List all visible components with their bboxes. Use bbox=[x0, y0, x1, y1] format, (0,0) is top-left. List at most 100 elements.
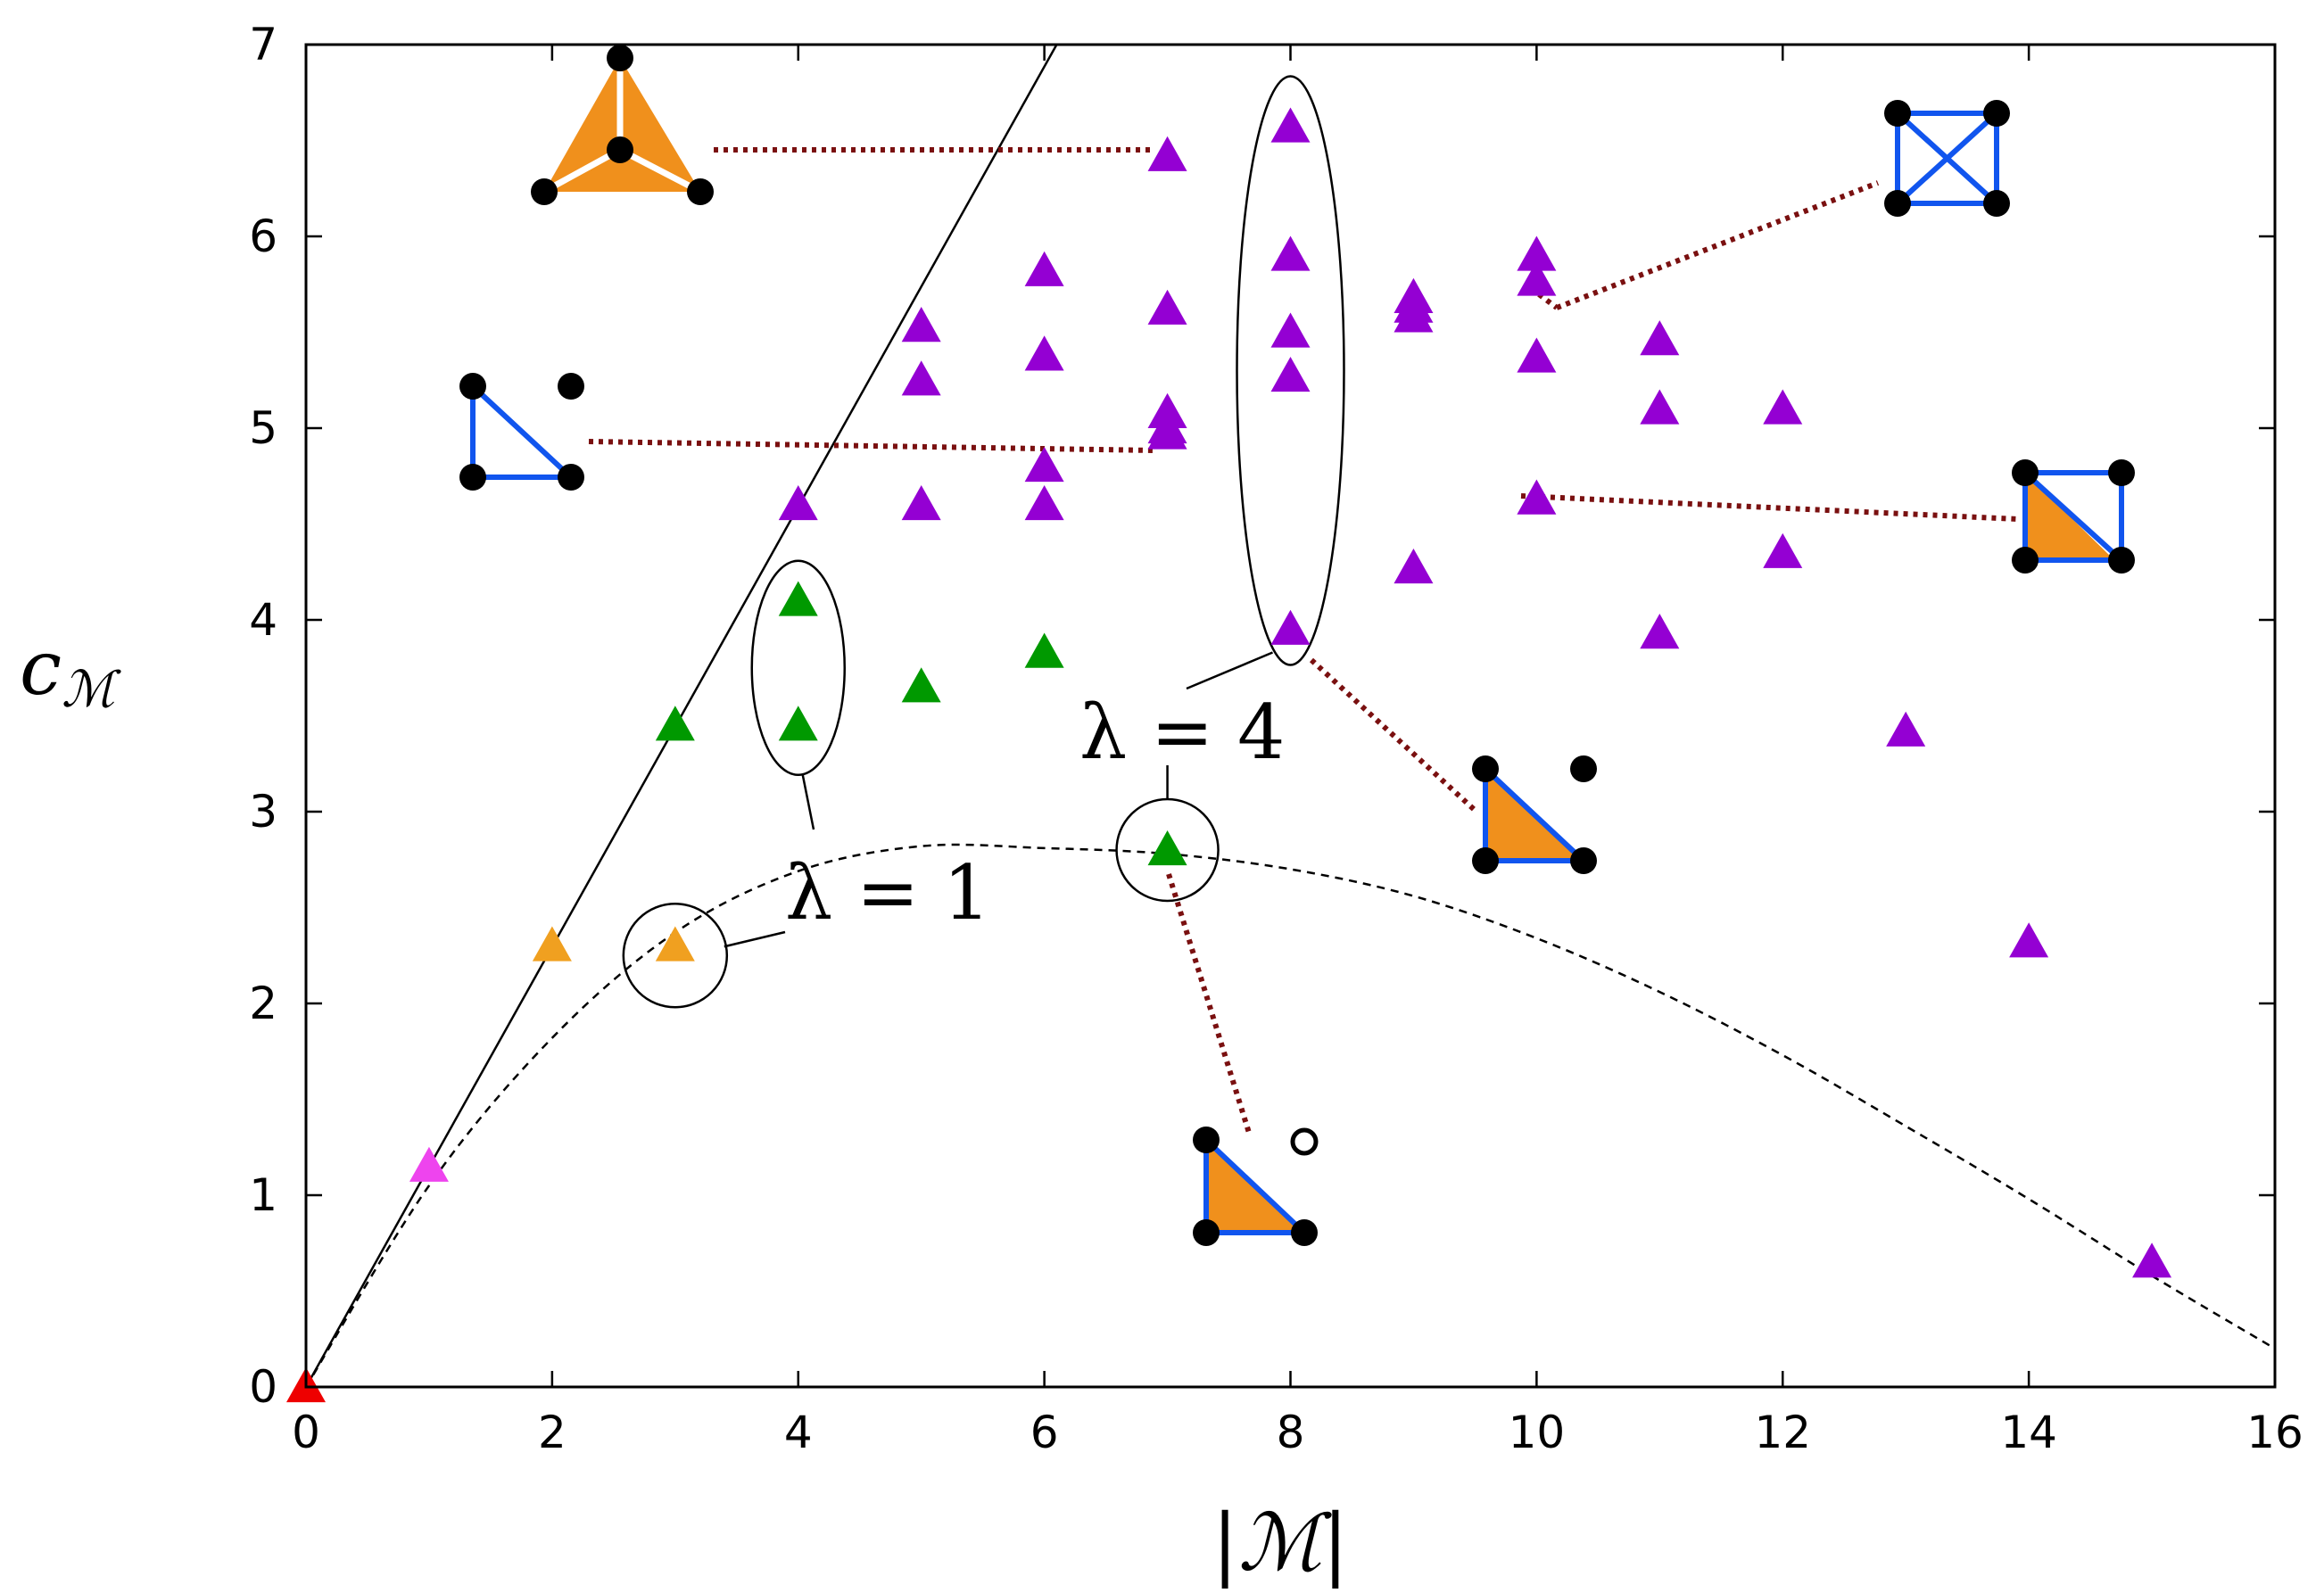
x-tick-label: 6 bbox=[1030, 1407, 1059, 1458]
graph-edge bbox=[470, 384, 574, 480]
graph-node bbox=[459, 464, 486, 491]
data-point-purple bbox=[1640, 389, 1680, 425]
lambda4-leader-b bbox=[1186, 651, 1273, 690]
graph-node bbox=[607, 45, 633, 71]
data-point-purple bbox=[1147, 136, 1187, 171]
graph-node bbox=[2108, 459, 2135, 486]
data-point-purple bbox=[1024, 447, 1064, 483]
graph-node bbox=[1472, 755, 1499, 782]
data-point-purple bbox=[1024, 485, 1064, 521]
data-point-purple bbox=[901, 485, 941, 521]
data-point-purple bbox=[2132, 1242, 2172, 1278]
graph-edge bbox=[1203, 1137, 1307, 1235]
graph-node-open bbox=[1290, 1127, 1319, 1156]
y-tick-label: 6 bbox=[249, 210, 277, 262]
data-point-purple bbox=[1763, 532, 1803, 568]
graph-edge bbox=[1483, 766, 1586, 863]
graph-node bbox=[1884, 100, 1911, 127]
graph-node bbox=[459, 373, 486, 400]
y-tick-label: 7 bbox=[249, 19, 277, 70]
data-point-purple bbox=[1517, 337, 1557, 373]
lambda4-label: λ = 4 bbox=[1079, 689, 1285, 776]
graph-node bbox=[2012, 459, 2039, 486]
y-tick-label: 3 bbox=[249, 786, 277, 838]
data-point-purple bbox=[2009, 922, 2049, 958]
data-point-green bbox=[1024, 632, 1064, 668]
data-point-purple bbox=[1394, 297, 1434, 333]
data-point-purple bbox=[1147, 414, 1187, 450]
data-point-pink bbox=[409, 1146, 449, 1182]
graph-node bbox=[558, 464, 584, 491]
lambda1-leader-b bbox=[801, 774, 815, 830]
graph-node bbox=[1884, 190, 1911, 217]
x-tick-label: 12 bbox=[1754, 1407, 1811, 1458]
data-point-orange bbox=[532, 926, 572, 962]
y-tick-label: 2 bbox=[249, 978, 277, 1029]
graph-node bbox=[607, 136, 633, 163]
graph-node bbox=[1570, 847, 1597, 874]
graph-node bbox=[1193, 1127, 1220, 1153]
data-point-purple bbox=[1517, 260, 1557, 296]
data-point-purple bbox=[1517, 479, 1557, 515]
y-tick-label: 5 bbox=[249, 402, 277, 454]
graph-node bbox=[531, 178, 558, 205]
reference-line-solid bbox=[306, 45, 1058, 1387]
annotations-layer: λ = 1 λ = 4 bbox=[622, 75, 1345, 1009]
lambda1-ellipse bbox=[750, 559, 846, 776]
graph-node bbox=[1193, 1219, 1220, 1246]
data-point-orange bbox=[655, 926, 695, 962]
connector-lines bbox=[588, 147, 2019, 1134]
data-point-green bbox=[1147, 830, 1187, 866]
data-point-purple bbox=[901, 307, 941, 343]
data-point-purple bbox=[1886, 711, 1926, 747]
connector-line bbox=[1520, 493, 2019, 522]
y-axis-title-sub: ℳ bbox=[62, 661, 121, 719]
x-tick-label: 2 bbox=[538, 1407, 567, 1458]
connector-line bbox=[1537, 292, 1559, 310]
data-point-purple bbox=[1763, 389, 1803, 425]
lambda1-label: λ = 1 bbox=[785, 849, 990, 937]
connector-line bbox=[588, 439, 1156, 453]
y-tick-label: 4 bbox=[249, 594, 277, 646]
reference-curve-dashed bbox=[306, 843, 2275, 1387]
connector-line bbox=[1309, 657, 1479, 814]
graph-node bbox=[1570, 755, 1597, 782]
data-point-purple bbox=[1517, 235, 1557, 271]
lambda4-ellipse bbox=[1236, 75, 1345, 666]
y-axis-title-base: c bbox=[20, 624, 62, 712]
x-tick-label: 10 bbox=[1509, 1407, 1566, 1458]
x-tick-label: 4 bbox=[784, 1407, 813, 1458]
data-point-purple bbox=[778, 485, 818, 521]
data-point-purple bbox=[1640, 320, 1680, 356]
data-point-green bbox=[901, 667, 941, 703]
data-point-purple bbox=[1640, 614, 1680, 649]
data-point-green bbox=[778, 706, 818, 741]
x-tick-label: 16 bbox=[2246, 1407, 2303, 1458]
graph-node bbox=[1983, 100, 2010, 127]
data-point-purple bbox=[1147, 289, 1187, 325]
data-point-purple bbox=[1394, 548, 1434, 584]
data-point-purple bbox=[1270, 609, 1311, 645]
lambda1-leader-a bbox=[724, 930, 786, 948]
data-point-purple bbox=[1024, 251, 1064, 286]
y-axis-title: cℳ bbox=[20, 624, 121, 719]
y-tick-label: 1 bbox=[249, 1169, 277, 1221]
data-point-purple bbox=[901, 360, 941, 396]
data-point-purple bbox=[1270, 235, 1311, 271]
graph-node bbox=[558, 373, 584, 400]
data-point-purple bbox=[1024, 335, 1064, 371]
data-point-purple bbox=[1270, 312, 1311, 348]
graph-insets bbox=[459, 45, 2135, 1246]
x-axis-title: |ℳ| bbox=[1212, 1497, 1348, 1589]
data-point-purple bbox=[1270, 356, 1311, 392]
graph-edge bbox=[1895, 111, 1999, 206]
graph-edge bbox=[2022, 470, 2124, 563]
data-point-green bbox=[778, 581, 818, 616]
graph-node bbox=[1472, 847, 1499, 874]
data-point-green bbox=[655, 706, 695, 741]
graph-node bbox=[2012, 547, 2039, 574]
graph-node bbox=[1983, 190, 2010, 217]
data-points bbox=[286, 107, 2172, 1403]
